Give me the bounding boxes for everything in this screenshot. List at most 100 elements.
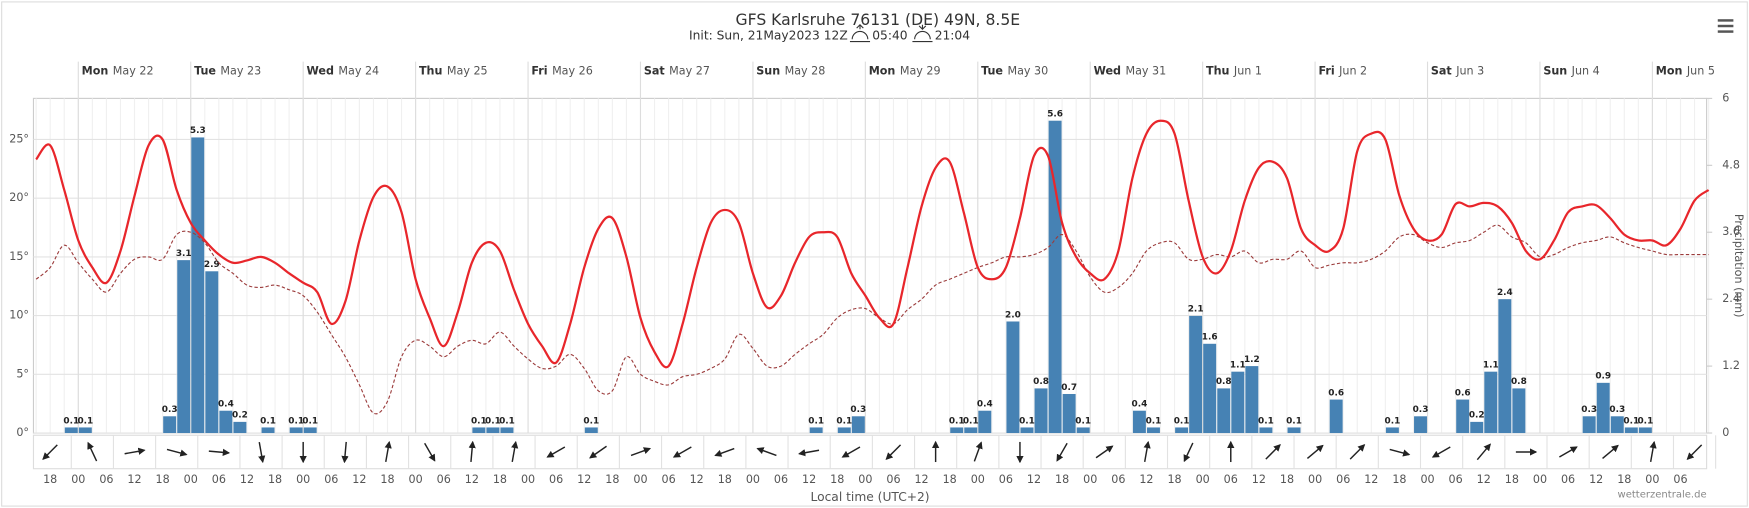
x-tick-label: 18 (1055, 473, 1069, 486)
day-label: Tue May 23 (194, 65, 261, 78)
precip-label: 5.3 (190, 126, 206, 136)
x-tick-label: 00 (1308, 473, 1322, 486)
precip-bar (809, 427, 823, 434)
precip-bar (1034, 388, 1048, 434)
day-label: Mon May 29 (869, 65, 941, 78)
precip-label: 0.7 (1061, 383, 1077, 393)
day-date: May 27 (669, 65, 710, 78)
wind-arrow (1306, 444, 1324, 459)
day-label: Sun Jun 4 (1543, 65, 1599, 78)
precip-label: 0.3 (1413, 405, 1429, 415)
day-label: Sat Jun 3 (1431, 65, 1484, 78)
precip-bar (837, 427, 851, 434)
x-tick-label: 06 (437, 473, 451, 486)
precip-label: 2.0 (1005, 310, 1021, 320)
precip-bar (964, 427, 978, 434)
x-axis-title: Local time (UTC+2) (810, 490, 929, 504)
precip-bar (1203, 343, 1217, 434)
precip-label: 0.1 (1019, 416, 1035, 426)
precip-bar (1175, 427, 1189, 434)
precip-label: 1.1 (1483, 360, 1499, 370)
x-tick-label: 00 (1533, 473, 1547, 486)
x-tick-label: 06 (886, 473, 900, 486)
precip-bar (1638, 427, 1652, 434)
precip-bar (978, 410, 992, 434)
day-date: May 22 (113, 65, 154, 78)
y2-tick-label: 3.6 (1722, 225, 1740, 238)
day-label: Sun May 28 (756, 65, 825, 78)
day-label: Fri Jun 2 (1318, 65, 1367, 78)
precip-bar (1189, 315, 1203, 434)
x-tick-label: 00 (1083, 473, 1097, 486)
precip-bar (1006, 321, 1020, 434)
precip-bar (486, 427, 500, 434)
precip-label: 0.1 (1385, 416, 1401, 426)
x-tick-label: 00 (746, 473, 760, 486)
wind-arrow (1476, 443, 1491, 461)
y-tick-label: 10° (9, 309, 29, 322)
precip-bar (1596, 382, 1610, 434)
x-tick-label: 18 (1392, 473, 1406, 486)
x-tick-label: 06 (1673, 473, 1687, 486)
x-tick-label: 12 (1589, 473, 1603, 486)
x-tick-label: 12 (1477, 473, 1491, 486)
precip-bar (177, 260, 191, 434)
x-tick-label: 12 (802, 473, 816, 486)
day-label: Thu May 25 (419, 65, 488, 78)
precip-label: 0.1 (1286, 416, 1302, 426)
precip-bar (1456, 399, 1470, 434)
precip-label: 0.1 (499, 416, 515, 426)
day-weekday: Mon (82, 65, 109, 78)
precip-label: 0.4 (1132, 400, 1148, 410)
x-tick-label: 06 (999, 473, 1013, 486)
wind-arrow (546, 446, 566, 458)
day-label: Tue May 30 (981, 65, 1048, 78)
wind-arrow (258, 441, 266, 464)
day-label: Mon May 22 (82, 65, 154, 78)
wind-arrow (841, 446, 861, 458)
precip-label: 0.2 (1469, 411, 1485, 421)
x-tick-label: 00 (633, 473, 647, 486)
precip-label: 2.1 (1188, 305, 1204, 315)
x-tick-label: 12 (577, 473, 591, 486)
precip-bar (1624, 427, 1638, 434)
day-weekday: Tue (981, 65, 1003, 78)
menu-icon[interactable] (1717, 19, 1734, 33)
x-tick-label: 00 (858, 473, 872, 486)
y2-tick-label: 1.2 (1722, 359, 1740, 372)
x-tick-label: 18 (943, 473, 957, 486)
day-date: May 30 (1007, 65, 1048, 78)
x-tick-label: 00 (71, 473, 85, 486)
day-weekday: Thu (419, 65, 442, 78)
x-tick-label: 06 (1224, 473, 1238, 486)
day-weekday: Wed (307, 65, 334, 78)
x-tick-label: 12 (240, 473, 254, 486)
day-weekday: Wed (1094, 65, 1121, 78)
precip-label: 0.1 (963, 416, 979, 426)
x-tick-label: 06 (324, 473, 338, 486)
x-tick-label: 18 (43, 473, 57, 486)
precip-label: 0.1 (1146, 416, 1162, 426)
precip-label: 0.1 (1258, 416, 1274, 426)
wind-arrow (1056, 442, 1068, 462)
precip-bar (1062, 393, 1076, 434)
precip-label: 0.1 (485, 416, 501, 426)
wind-arrow (756, 447, 777, 457)
day-label: Wed May 31 (1094, 65, 1167, 78)
day-label: Wed May 24 (307, 65, 380, 78)
chart-subtitle: Init: Sun, 21May2023 12Z (689, 28, 848, 42)
day-date: May 23 (220, 65, 261, 78)
precip-bar (1385, 427, 1399, 434)
x-tick-label: 18 (156, 473, 170, 486)
wind-arrow (1559, 446, 1578, 458)
day-weekday: Mon (869, 65, 896, 78)
x-tick-label: 12 (690, 473, 704, 486)
precip-label: 0.8 (1216, 377, 1232, 387)
day-date: Jun 1 (1233, 65, 1262, 78)
wind-arrow (1431, 446, 1451, 458)
precip-bar (1498, 299, 1512, 434)
wind-arrow (798, 449, 820, 457)
precip-label: 0.4 (977, 400, 993, 410)
precip-label: 0.3 (1581, 405, 1597, 415)
